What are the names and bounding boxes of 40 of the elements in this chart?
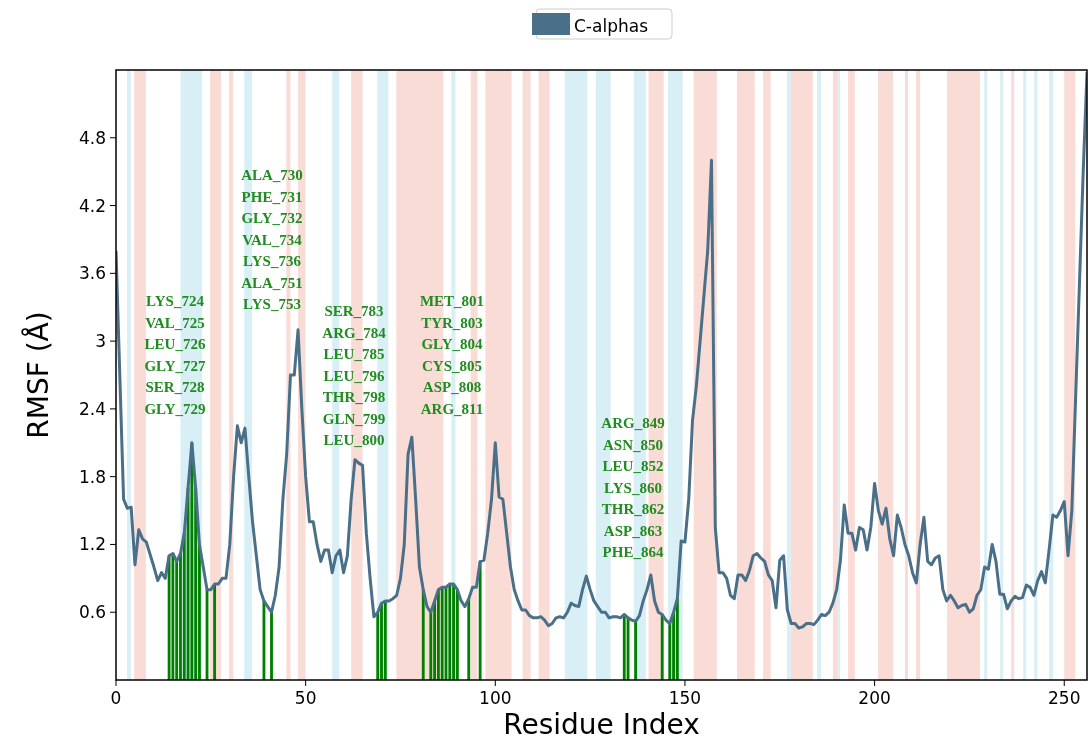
x-tick-label: 100 xyxy=(479,688,512,708)
y-axis-title: RMSF (Å) xyxy=(21,311,55,439)
y-tick-label: 0.6 xyxy=(78,602,106,623)
y-tick-label: 1.2 xyxy=(78,534,106,555)
y-tick-label: 4.8 xyxy=(78,127,106,148)
x-tick-label: 0 xyxy=(110,688,122,708)
legend-label: C-alphas xyxy=(574,16,649,36)
y-tick-label: 1.8 xyxy=(78,466,106,487)
bar xyxy=(383,600,387,680)
annotation: SER_783 ARG_784 LEU_785 LEU_796 THR_798 GLN_799 LEU_800 xyxy=(322,303,387,448)
y-tick-label: 3.6 xyxy=(78,263,106,284)
line-series xyxy=(116,70,1087,630)
x-tick-label: 50 xyxy=(294,688,317,708)
bar xyxy=(455,589,459,680)
bar xyxy=(167,555,171,680)
bar xyxy=(478,561,482,680)
bar xyxy=(270,612,273,680)
annotation: ALA_730 PHE_731 GLY_732 VAL_734 LYS_736 ALA_751 LYS_753 xyxy=(241,167,303,312)
annotation: ARG_849 ASN_850 LEU_852 LYS_860 THR_862 ASP_863 PHE_864 xyxy=(601,415,665,560)
bar xyxy=(380,603,383,680)
bar xyxy=(448,583,452,680)
bar xyxy=(634,621,638,680)
bar xyxy=(675,598,679,680)
y-tick-label: 2.4 xyxy=(78,398,106,419)
bar xyxy=(436,589,440,680)
x-axis-title: Residue Index xyxy=(503,708,700,741)
x-tick-label: 250 xyxy=(1048,688,1081,708)
x-tick-label: 150 xyxy=(668,688,702,708)
y-tick-label: 4.2 xyxy=(78,195,106,216)
x-tick-label: 200 xyxy=(858,688,891,708)
bar xyxy=(440,587,444,680)
bar xyxy=(213,583,217,680)
bar xyxy=(171,553,175,680)
bar xyxy=(467,598,471,680)
y-tick-label: 3 xyxy=(95,331,106,352)
bar xyxy=(660,614,664,680)
annotation: MET_801 TYR_803 GLY_804 CYS_805 ASP_808 ARG_811 xyxy=(419,293,485,417)
bar xyxy=(452,583,455,680)
annotation: LYS_724 VAL_725 LEU_726 GLY_727 SER_728 GLY_729 xyxy=(144,293,207,417)
bar xyxy=(622,614,626,680)
